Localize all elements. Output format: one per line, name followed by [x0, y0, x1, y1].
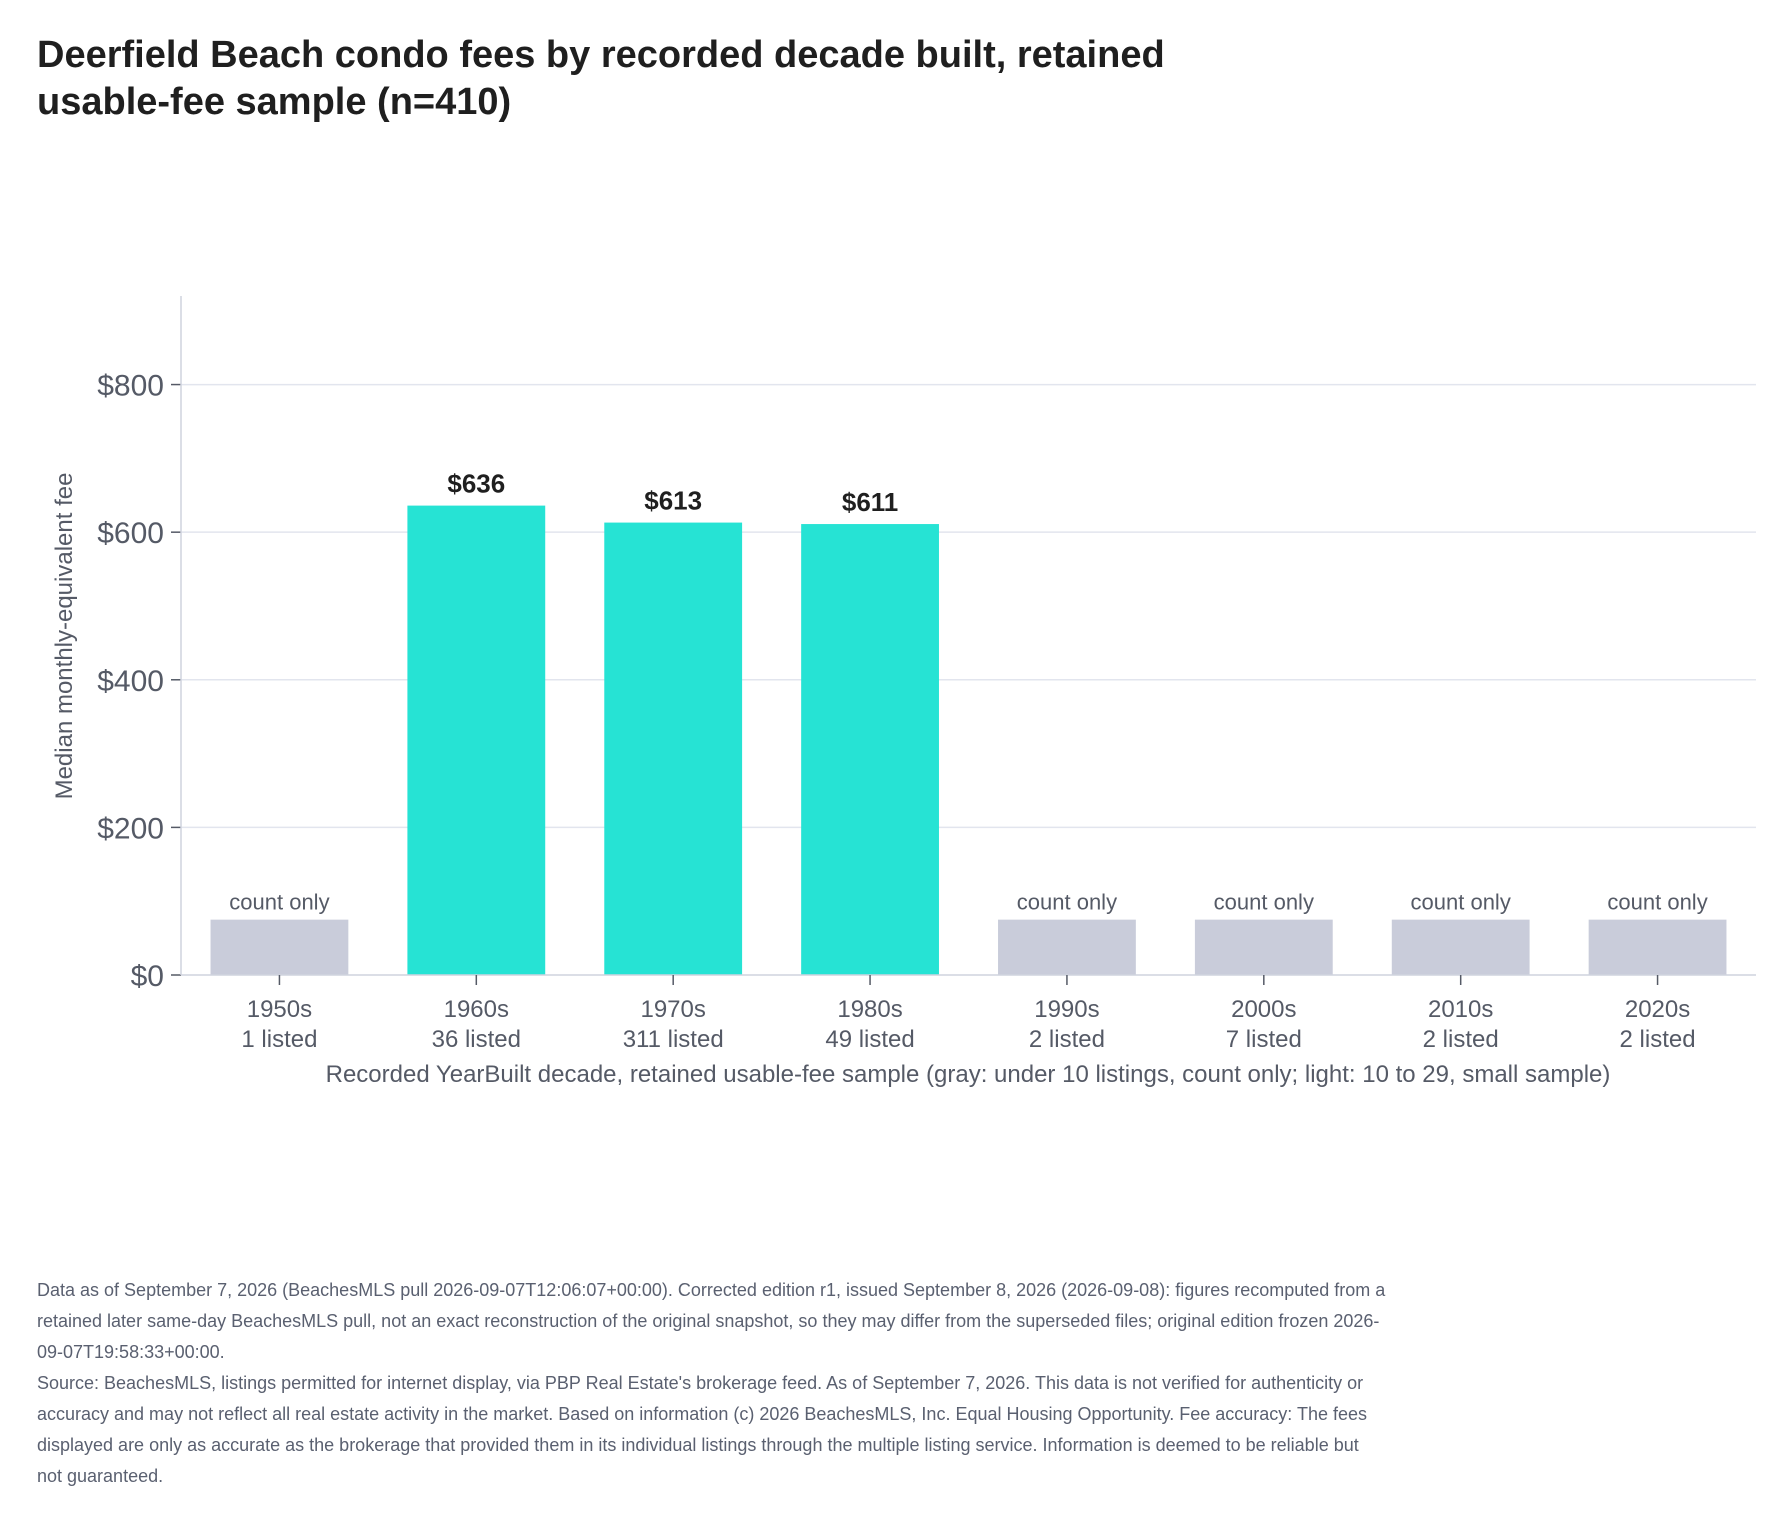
y-axis: $0 $200 $400 $600 $800 [97, 296, 182, 993]
footnotes: Data as of September 7, 2026 (BeachesMLS… [37, 1275, 1387, 1492]
x-count-label: 36 listed [432, 1026, 521, 1053]
y-tick-label: $400 [97, 665, 164, 698]
x-count-label: 2 listed [1423, 1026, 1499, 1053]
x-axis: 1950s 1 listed 1960s 36 listed 1970s 311 list… [181, 974, 1756, 1053]
y-axis-label: Median monthly-equivalent fee [51, 473, 78, 800]
x-tick-label: 2020s [1625, 996, 1690, 1023]
x-count-label: 49 listed [825, 1026, 914, 1053]
x-tick-label: 1970s [640, 996, 705, 1023]
data-note: Data as of September 7, 2026 (BeachesMLS… [37, 1280, 1386, 1362]
bar [604, 522, 743, 975]
bar-count-only [210, 919, 349, 975]
bar [801, 524, 939, 975]
x-count-label: 1 listed [241, 1026, 317, 1053]
x-tick-label: 1960s [444, 996, 509, 1023]
source-note: Source: BeachesMLS, listings permitted f… [37, 1373, 1367, 1486]
x-tick-label: 1990s [1034, 996, 1099, 1023]
x-count-label: 7 listed [1226, 1026, 1302, 1053]
data-label: count only [229, 890, 329, 915]
x-tick-label: 1980s [837, 996, 902, 1023]
x-count-label: 2 listed [1029, 1026, 1105, 1053]
x-axis-label: Recorded YearBuilt decade, retained usab… [326, 1061, 1611, 1088]
data-label: $611 [842, 487, 898, 517]
x-tick-label: 1950s [247, 996, 312, 1023]
data-label: count only [1411, 890, 1511, 915]
y-tick-label: $800 [97, 370, 164, 403]
bar-count-only [1194, 919, 1333, 975]
y-tick-label: $600 [97, 517, 164, 550]
data-label: $636 [447, 469, 505, 499]
data-label: count only [1214, 890, 1314, 915]
bar-count-only [1391, 919, 1530, 975]
bar-count-only [1588, 919, 1727, 975]
bars: count only $636 $613 $611 count only count on… [210, 469, 1727, 975]
x-tick-label: 2010s [1428, 996, 1493, 1023]
x-count-label: 2 listed [1620, 1026, 1696, 1053]
chart-title: Deerfield Beach condo fees by recorded d… [37, 34, 1165, 123]
y-tick-label: $0 [131, 960, 164, 993]
x-count-label: 311 listed [623, 1026, 724, 1053]
bar-chart: $0 $200 $400 $600 $800 count only $636 $613 $61… [51, 296, 1756, 1088]
data-label: count only [1607, 890, 1707, 915]
y-tick-label: $200 [97, 812, 164, 845]
bar-count-only [998, 919, 1136, 975]
data-label: count only [1017, 890, 1117, 915]
data-label: $613 [644, 486, 702, 516]
bar [407, 505, 546, 975]
x-tick-label: 2000s [1231, 996, 1296, 1023]
